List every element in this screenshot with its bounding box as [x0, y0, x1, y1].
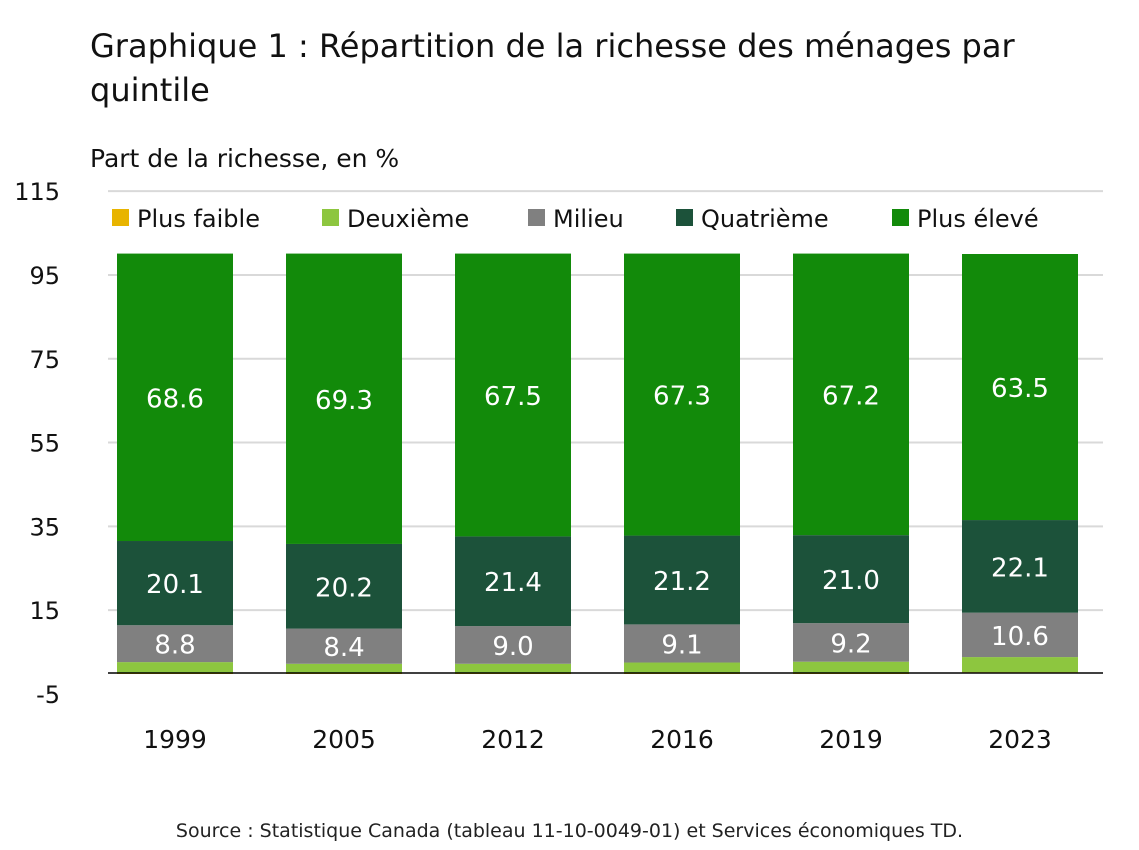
- legend-swatch: [528, 209, 545, 226]
- y-axis-label: Part de la richesse, en %: [90, 144, 400, 173]
- y-tick-label: 115: [14, 178, 60, 206]
- data-label: 21.4: [484, 568, 542, 598]
- bar-segment: [286, 253, 402, 544]
- y-tick-label: 75: [29, 346, 60, 374]
- legend-swatch: [676, 209, 693, 226]
- bar-segment: [286, 628, 402, 664]
- bar-segment: [117, 253, 233, 542]
- data-label: 21.2: [653, 567, 711, 597]
- bar-segment: [962, 657, 1078, 673]
- data-label: 22.1: [991, 553, 1049, 583]
- bar-segment: [962, 612, 1078, 658]
- x-tick-label: 2005: [312, 725, 376, 754]
- data-label: 8.4: [323, 633, 364, 663]
- bar-segment: [117, 541, 233, 626]
- bar-segment: [624, 662, 740, 673]
- bar-segment: [962, 254, 1078, 521]
- legend-swatch: [322, 209, 339, 226]
- data-label: 9.1: [661, 630, 702, 660]
- legend-swatch: [112, 209, 129, 226]
- data-label: 10.6: [991, 622, 1049, 652]
- y-tick-label: 95: [29, 262, 60, 290]
- bar-segment: [624, 253, 740, 536]
- y-tick-label: 55: [29, 430, 60, 458]
- data-label: 9.2: [830, 629, 871, 659]
- x-tick-label: 2023: [988, 725, 1052, 754]
- y-tick-label: -5: [36, 681, 60, 709]
- legend-label: Plus élevé: [917, 205, 1039, 233]
- x-tick-label: 2019: [819, 725, 883, 754]
- data-label: 20.1: [146, 570, 204, 600]
- bar-segment: [624, 624, 740, 663]
- data-label: 68.6: [146, 384, 204, 414]
- bar-segment: [793, 661, 909, 673]
- data-label: 8.8: [154, 631, 195, 661]
- x-tick-label: 1999: [143, 725, 207, 754]
- legend-label: Deuxième: [347, 205, 469, 233]
- bar-segment: [455, 626, 571, 664]
- bar-segment: [286, 543, 402, 629]
- bar-segment: [117, 625, 233, 663]
- y-tick-label: 15: [29, 597, 60, 625]
- bar-segment: [793, 623, 909, 662]
- bar-segment: [793, 535, 909, 624]
- data-label: 69.3: [315, 386, 373, 416]
- source-note: Source : Statistique Canada (tableau 11-…: [175, 820, 964, 842]
- legend-label: Milieu: [553, 205, 624, 233]
- bar-segment: [455, 253, 571, 537]
- legend-label: Plus faible: [137, 205, 260, 233]
- bar-segment: [455, 536, 571, 627]
- data-label: 20.2: [315, 573, 373, 603]
- bar-segment: [793, 253, 909, 536]
- data-label: 63.5: [991, 374, 1049, 404]
- data-label: 67.5: [484, 382, 542, 412]
- data-label: 21.0: [822, 566, 880, 596]
- chart-title: Graphique 1 : Répartition de la richesse…: [90, 27, 1015, 109]
- bar-segment: [455, 663, 571, 673]
- bar-segment: [962, 520, 1078, 613]
- data-label: 9.0: [492, 632, 533, 662]
- x-tick-label: 2016: [650, 725, 714, 754]
- legend-swatch: [892, 209, 909, 226]
- bar-segment: [117, 662, 233, 673]
- data-label: 67.2: [822, 381, 880, 411]
- legend-label: Quatrième: [701, 205, 829, 233]
- bar-segment: [624, 535, 740, 625]
- data-label: 67.3: [653, 382, 711, 412]
- y-tick-label: 35: [29, 513, 60, 541]
- bar-segment: [286, 663, 402, 673]
- x-tick-label: 2012: [481, 725, 545, 754]
